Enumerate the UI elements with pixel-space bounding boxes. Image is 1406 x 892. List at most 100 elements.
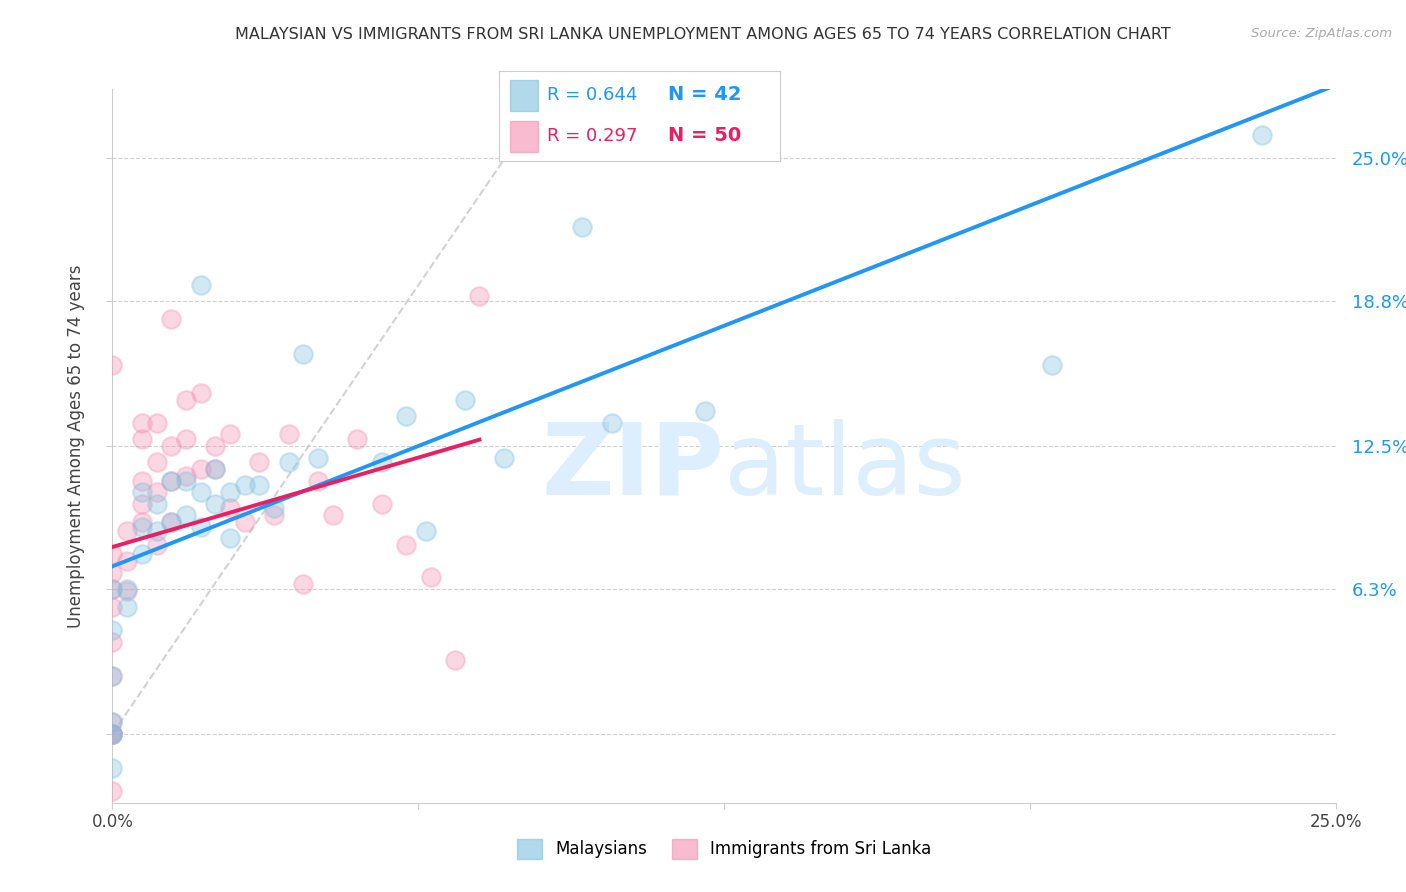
Point	[101, 669, 124, 683]
Point	[145, 485, 167, 500]
Point	[190, 519, 212, 533]
Point	[247, 478, 270, 492]
Point	[219, 531, 242, 545]
Point	[101, 727, 124, 741]
Text: N = 50: N = 50	[668, 126, 741, 145]
Point	[101, 547, 124, 561]
Point	[263, 501, 285, 516]
Point	[131, 519, 153, 533]
Point	[415, 524, 437, 538]
Point	[204, 439, 226, 453]
Point	[174, 469, 197, 483]
Point	[145, 455, 167, 469]
Legend: Malaysians, Immigrants from Sri Lanka: Malaysians, Immigrants from Sri Lanka	[510, 832, 938, 866]
Point	[454, 392, 477, 407]
FancyBboxPatch shape	[510, 121, 538, 152]
Point	[101, 623, 124, 637]
Point	[307, 450, 329, 465]
Text: N = 42: N = 42	[668, 85, 741, 104]
Point	[160, 474, 183, 488]
Point	[693, 404, 716, 418]
Point	[190, 277, 212, 292]
Point	[145, 524, 167, 538]
Point	[101, 727, 124, 741]
Point	[101, 715, 124, 730]
Point	[101, 582, 124, 596]
Point	[322, 508, 344, 522]
Point	[101, 669, 124, 683]
Point	[115, 584, 138, 599]
Point	[160, 515, 183, 529]
Point	[160, 312, 183, 326]
Point	[263, 508, 285, 522]
Point	[131, 474, 153, 488]
Point	[101, 715, 124, 730]
Point	[395, 538, 418, 552]
Point	[190, 462, 212, 476]
Point	[101, 582, 124, 596]
Point	[115, 524, 138, 538]
Point	[131, 547, 153, 561]
Point	[101, 359, 124, 373]
Point	[204, 462, 226, 476]
Point	[307, 474, 329, 488]
Point	[101, 727, 124, 741]
Point	[174, 508, 197, 522]
Point	[1040, 359, 1063, 373]
Point	[370, 497, 392, 511]
Point	[547, 128, 569, 143]
Point	[174, 432, 197, 446]
Point	[346, 432, 368, 446]
Point	[115, 554, 138, 568]
Point	[145, 416, 167, 430]
Point	[131, 432, 153, 446]
Point	[219, 485, 242, 500]
Text: atlas: atlas	[724, 419, 966, 516]
Point	[190, 386, 212, 401]
Point	[115, 582, 138, 596]
Point	[277, 427, 299, 442]
Point	[247, 455, 270, 469]
Point	[115, 600, 138, 615]
Point	[160, 474, 183, 488]
Text: Source: ZipAtlas.com: Source: ZipAtlas.com	[1251, 27, 1392, 40]
Point	[395, 409, 418, 423]
Point	[190, 485, 212, 500]
Point	[101, 761, 124, 775]
Point	[160, 515, 183, 529]
Point	[468, 289, 491, 303]
Point	[571, 220, 593, 235]
Point	[174, 474, 197, 488]
Point	[101, 634, 124, 648]
Point	[292, 347, 315, 361]
Text: R = 0.297: R = 0.297	[547, 127, 637, 145]
Point	[292, 577, 315, 591]
Point	[101, 784, 124, 798]
Point	[204, 497, 226, 511]
Point	[101, 566, 124, 580]
Point	[277, 455, 299, 469]
Point	[219, 501, 242, 516]
Point	[1251, 128, 1274, 143]
Y-axis label: Unemployment Among Ages 65 to 74 years: Unemployment Among Ages 65 to 74 years	[67, 264, 86, 628]
Point	[370, 455, 392, 469]
Text: R = 0.644: R = 0.644	[547, 86, 637, 103]
Text: ZIP: ZIP	[541, 419, 724, 516]
Point	[219, 427, 242, 442]
Text: MALAYSIAN VS IMMIGRANTS FROM SRI LANKA UNEMPLOYMENT AMONG AGES 65 TO 74 YEARS CO: MALAYSIAN VS IMMIGRANTS FROM SRI LANKA U…	[235, 27, 1171, 42]
Point	[131, 515, 153, 529]
Point	[101, 727, 124, 741]
Point	[204, 462, 226, 476]
Point	[101, 727, 124, 741]
Point	[419, 570, 441, 584]
Point	[233, 478, 256, 492]
Point	[160, 439, 183, 453]
Point	[600, 416, 623, 430]
Point	[145, 538, 167, 552]
Point	[131, 416, 153, 430]
Point	[131, 485, 153, 500]
Point	[145, 497, 167, 511]
Point	[444, 653, 467, 667]
Point	[233, 515, 256, 529]
Point	[131, 497, 153, 511]
